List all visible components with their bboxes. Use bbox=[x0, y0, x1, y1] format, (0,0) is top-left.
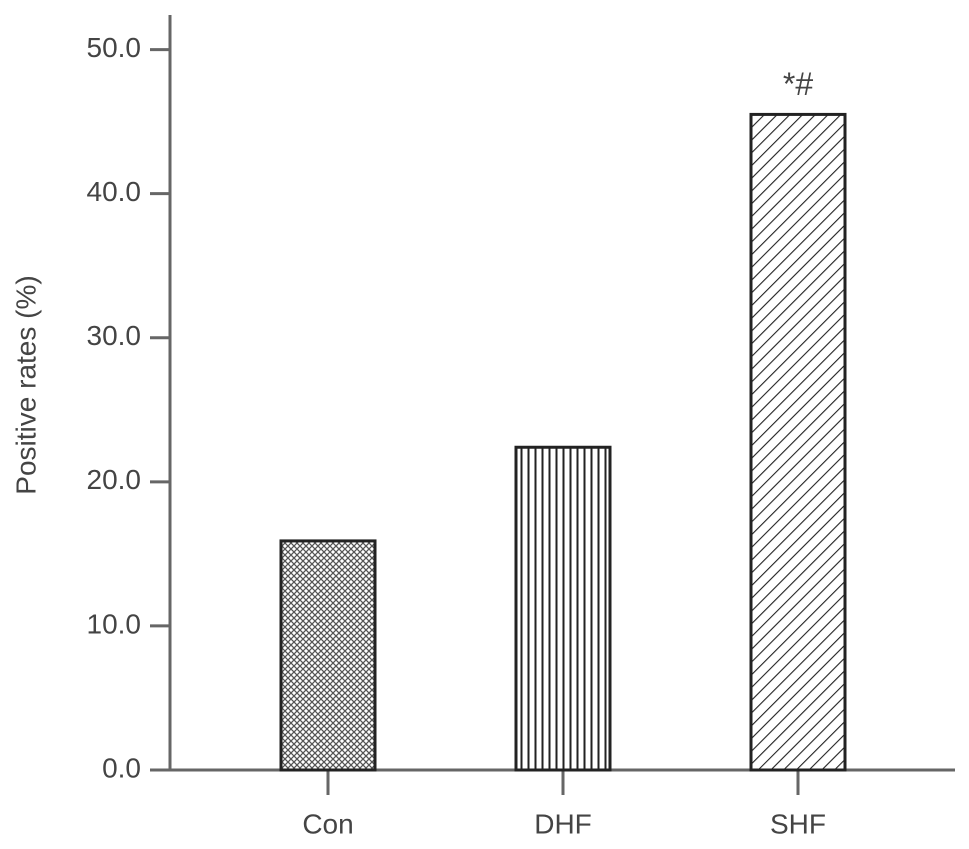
bar bbox=[749, 112, 847, 772]
y-tick-label: 50.0 bbox=[87, 32, 142, 63]
y-tick-label: 20.0 bbox=[87, 464, 142, 495]
x-tick-label: DHF bbox=[534, 808, 592, 839]
y-tick-label: 40.0 bbox=[87, 176, 142, 207]
bar bbox=[279, 539, 377, 772]
x-tick-label: Con bbox=[302, 808, 353, 839]
x-tick-label: SHF bbox=[770, 808, 826, 839]
y-axis-label: Positive rates (%) bbox=[10, 275, 41, 494]
y-tick-label: 0.0 bbox=[102, 752, 141, 783]
annotation: *# bbox=[783, 66, 813, 102]
y-tick-label: 30.0 bbox=[87, 320, 142, 351]
y-tick-label: 10.0 bbox=[87, 608, 142, 639]
bar bbox=[514, 445, 612, 772]
